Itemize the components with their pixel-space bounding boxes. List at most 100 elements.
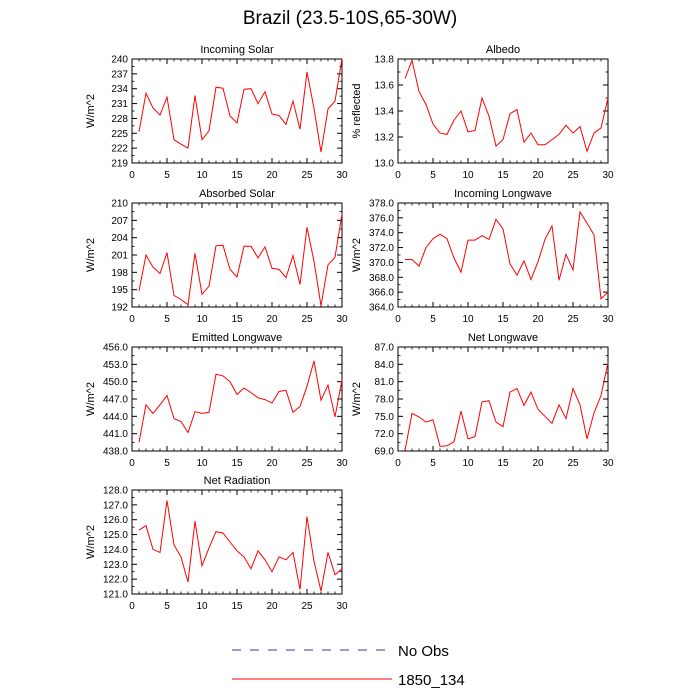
plot-frame (131, 58, 343, 164)
x-tick-label: 15 (497, 170, 509, 181)
y-tick-label: 125.0 (103, 530, 128, 541)
x-tick-label: 10 (196, 458, 208, 469)
plot-frame (397, 58, 609, 164)
chart-panels: Incoming Solar W/m^2 0 5 10 15 20 25 30 219 222 225… (85, 44, 614, 612)
y-tick-label: 376.0 (369, 213, 394, 224)
panel-title: Incoming Solar (200, 44, 274, 56)
y-tick-label: 121.0 (103, 590, 128, 601)
y-axis-label: W/m^2 (351, 238, 363, 272)
x-tick-label: 15 (231, 314, 243, 325)
y-tick-label: 204 (111, 233, 128, 244)
chart-panel: Incoming Longwave W/m^2 0 5 10 15 20 25 30 364.0 3… (351, 188, 614, 325)
chart-panel: Net Radiation W/m^2 0 5 10 15 20 25 30 121.0 122.0… (85, 475, 348, 612)
y-tick-label: 364.0 (369, 303, 394, 314)
series-line (138, 213, 343, 306)
series-line (138, 500, 343, 592)
y-tick-label: 237 (111, 69, 128, 80)
series-line (138, 360, 343, 443)
y-tick-label: 234 (111, 84, 128, 95)
x-tick-label: 30 (336, 458, 348, 469)
y-tick-label: 128.0 (103, 486, 128, 497)
x-tick-label: 30 (602, 458, 614, 469)
series-line (405, 210, 609, 300)
y-tick-label: 240 (111, 55, 128, 66)
y-tick-label: 207 (111, 216, 128, 227)
y-tick-label: 198 (111, 268, 128, 279)
x-tick-label: 25 (567, 314, 579, 325)
y-tick-label: 123.0 (103, 560, 128, 571)
y-tick-label: 368.0 (369, 273, 394, 284)
x-tick-label: 25 (567, 458, 579, 469)
panel-title: Absorbed Solar (199, 188, 275, 200)
y-tick-label: 438.0 (103, 447, 128, 458)
y-tick-label: 122.0 (103, 575, 128, 586)
x-tick-label: 5 (430, 314, 436, 325)
x-tick-label: 10 (196, 170, 208, 181)
x-tick-label: 0 (129, 601, 135, 612)
x-tick-label: 30 (602, 314, 614, 325)
x-tick-label: 20 (532, 170, 544, 181)
y-tick-label: 450.0 (103, 377, 128, 388)
x-tick-label: 0 (129, 170, 135, 181)
x-tick-label: 20 (532, 458, 544, 469)
chart-panel: Incoming Solar W/m^2 0 5 10 15 20 25 30 219 222 225… (85, 44, 348, 181)
y-axis-label: W/m^2 (351, 382, 363, 416)
chart-panel: Absorbed Solar W/m^2 0 5 10 15 20 25 30 192 195 198… (85, 188, 348, 325)
x-tick-label: 15 (231, 170, 243, 181)
y-tick-label: 201 (111, 251, 128, 262)
y-tick-label: 13.6 (375, 81, 395, 92)
x-tick-label: 20 (266, 458, 278, 469)
y-tick-label: 231 (111, 99, 128, 110)
x-tick-label: 10 (462, 170, 474, 181)
y-tick-label: 69.0 (375, 447, 395, 458)
y-tick-label: 13.4 (375, 107, 395, 118)
y-tick-label: 81.0 (375, 377, 395, 388)
y-tick-label: 447.0 (103, 395, 128, 406)
x-tick-label: 0 (395, 458, 401, 469)
x-tick-label: 25 (301, 170, 313, 181)
x-tick-label: 10 (462, 314, 474, 325)
x-tick-label: 25 (301, 601, 313, 612)
y-axis-label: % reflected (351, 83, 363, 138)
legend-obs-label: No Obs (398, 643, 449, 660)
series-line (404, 58, 609, 153)
x-tick-label: 25 (301, 458, 313, 469)
y-tick-label: 366.0 (369, 288, 394, 299)
x-tick-label: 25 (301, 314, 313, 325)
panel-title: Albedo (486, 44, 520, 56)
x-tick-label: 30 (336, 314, 348, 325)
y-tick-label: 13.8 (375, 55, 395, 66)
y-tick-label: 374.0 (369, 228, 394, 239)
x-tick-label: 5 (164, 170, 170, 181)
legend-model-label: 1850_134 (398, 672, 465, 689)
x-tick-label: 10 (196, 314, 208, 325)
panel-title: Emitted Longwave (192, 332, 283, 344)
x-tick-label: 30 (336, 601, 348, 612)
chart-panel: Emitted Longwave W/m^2 0 5 10 15 20 25 30 438.0 44… (85, 332, 348, 469)
y-axis-label: W/m^2 (85, 94, 97, 128)
panel-title: Net Longwave (468, 332, 538, 344)
legend: No Obs 1850_134 (232, 643, 465, 689)
x-tick-label: 0 (129, 314, 135, 325)
x-tick-label: 15 (497, 314, 509, 325)
y-tick-label: 72.0 (375, 429, 395, 440)
panel-title: Incoming Longwave (454, 188, 552, 200)
y-tick-label: 228 (111, 114, 128, 125)
x-tick-label: 30 (336, 170, 348, 181)
y-tick-label: 453.0 (103, 360, 128, 371)
x-tick-label: 5 (430, 170, 436, 181)
y-tick-label: 127.0 (103, 500, 128, 511)
x-tick-label: 0 (395, 314, 401, 325)
x-tick-label: 15 (231, 458, 243, 469)
panel-title: Net Radiation (204, 475, 271, 487)
x-tick-label: 5 (164, 458, 170, 469)
y-axis-label: W/m^2 (85, 382, 97, 416)
y-tick-label: 84.0 (375, 360, 395, 371)
y-axis-label: W/m^2 (85, 238, 97, 272)
x-tick-label: 10 (462, 458, 474, 469)
x-tick-label: 0 (129, 458, 135, 469)
x-tick-label: 5 (164, 314, 170, 325)
x-tick-label: 25 (567, 170, 579, 181)
y-tick-label: 13.0 (375, 159, 395, 170)
x-tick-label: 5 (164, 601, 170, 612)
